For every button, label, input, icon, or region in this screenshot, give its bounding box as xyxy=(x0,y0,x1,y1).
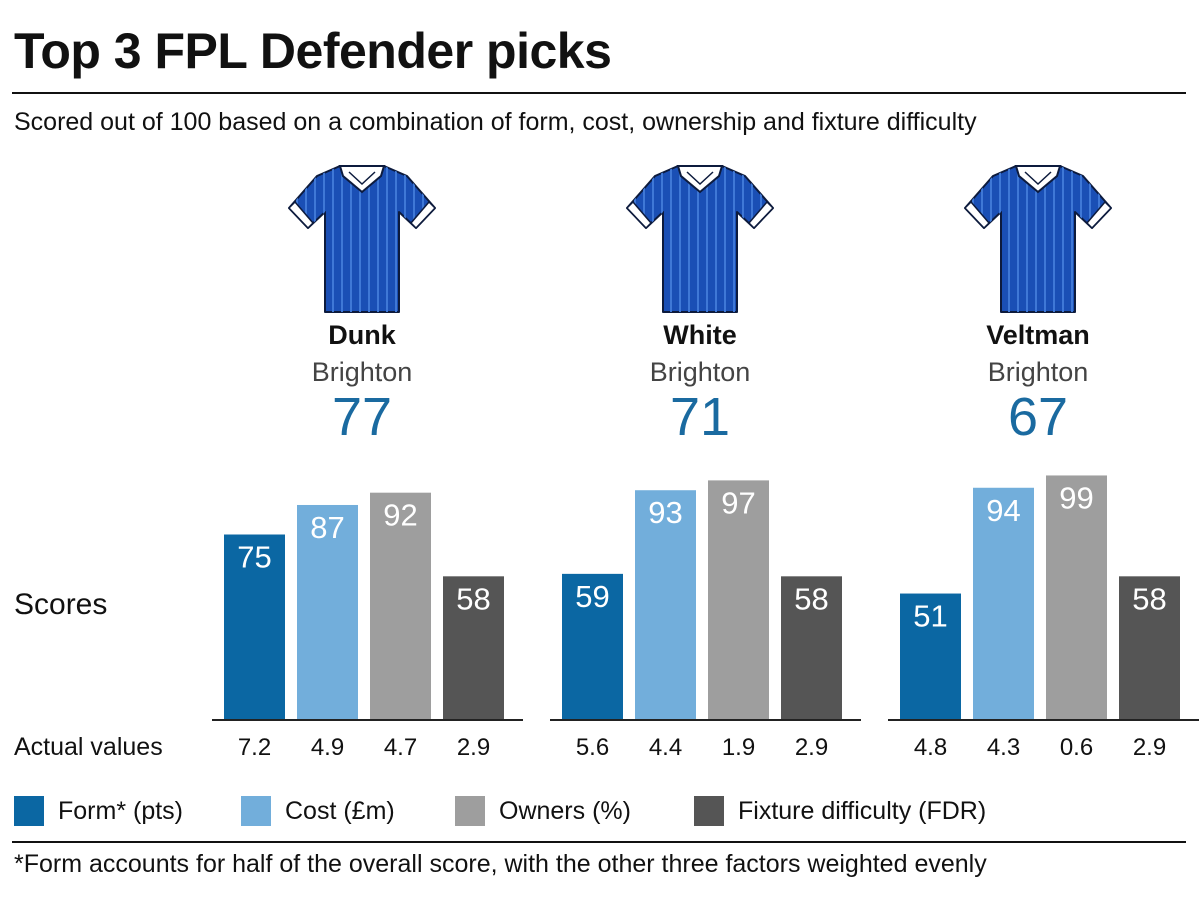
bar-label-white-form: 59 xyxy=(575,579,609,614)
page-title: Top 3 FPL Defender picks xyxy=(14,23,612,79)
legend-swatch-owners xyxy=(455,796,485,826)
shirt-icon-dunk xyxy=(287,165,437,313)
bar-veltman-owners xyxy=(1046,475,1107,719)
actual-value-veltman-owners: 0.6 xyxy=(1060,734,1093,761)
bar-label-veltman-owners: 99 xyxy=(1059,480,1093,515)
legend-item-form: Form* (pts) xyxy=(14,796,183,826)
bar-label-dunk-owners: 92 xyxy=(383,498,417,533)
overall-score-white: 71 xyxy=(670,387,730,447)
actual-value-dunk-cost: 4.9 xyxy=(311,734,344,761)
bar-veltman-fdr xyxy=(1119,576,1180,719)
player-team-veltman: Brighton xyxy=(988,357,1089,387)
bar-label-veltman-form: 51 xyxy=(913,599,947,634)
player-team-dunk: Brighton xyxy=(312,357,413,387)
overall-score-dunk: 77 xyxy=(332,387,392,447)
actual-value-white-form: 5.6 xyxy=(576,734,609,761)
legend-label-cost: Cost (£m) xyxy=(285,796,395,825)
player-team-white: Brighton xyxy=(650,357,751,387)
shirt-icon-veltman xyxy=(963,165,1113,313)
bar-label-white-fdr: 58 xyxy=(794,581,828,616)
actual-value-veltman-cost: 4.3 xyxy=(987,734,1020,761)
bar-label-white-cost: 93 xyxy=(648,495,682,530)
bar-label-veltman-cost: 94 xyxy=(986,493,1020,528)
bar-label-dunk-fdr: 58 xyxy=(456,581,490,616)
legend-item-owners: Owners (%) xyxy=(455,796,631,826)
actual-value-dunk-owners: 4.7 xyxy=(384,734,417,761)
chart-subtitle: Scored out of 100 based on a combination… xyxy=(14,108,977,136)
bar-veltman-form xyxy=(900,593,961,719)
actual-values-row-label: Actual values xyxy=(14,733,163,761)
actual-value-dunk-form: 7.2 xyxy=(238,734,271,761)
chart-legend: Form* (pts) Cost (£m) Owners (%) Fixture… xyxy=(14,796,1194,828)
shirt-icon-white xyxy=(625,165,775,313)
bar-label-white-owners: 97 xyxy=(721,485,755,520)
legend-swatch-fdr xyxy=(694,796,724,826)
actual-value-veltman-form: 4.8 xyxy=(914,734,947,761)
scores-row-label: Scores xyxy=(14,588,107,621)
bar-label-dunk-cost: 87 xyxy=(310,510,344,545)
legend-swatch-cost xyxy=(241,796,271,826)
bar-white-cost xyxy=(635,490,696,719)
bar-dunk-form xyxy=(224,534,285,719)
bar-white-fdr xyxy=(781,576,842,719)
player-name-veltman: Veltman xyxy=(986,320,1090,350)
actual-value-dunk-fdr: 2.9 xyxy=(457,734,490,761)
legend-swatch-form xyxy=(14,796,44,826)
bar-white-form xyxy=(562,573,623,719)
bar-label-veltman-fdr: 58 xyxy=(1132,581,1166,616)
footnote: *Form accounts for half of the overall s… xyxy=(14,850,987,878)
bar-dunk-fdr xyxy=(443,576,504,719)
actual-value-white-cost: 4.4 xyxy=(649,734,682,761)
player-name-dunk: Dunk xyxy=(328,320,396,350)
title-divider xyxy=(12,92,1186,94)
actual-value-veltman-fdr: 2.9 xyxy=(1133,734,1166,761)
bar-dunk-cost xyxy=(297,504,358,719)
bar-white-owners xyxy=(708,480,769,719)
footnote-divider xyxy=(12,841,1186,843)
bar-label-dunk-form: 75 xyxy=(237,540,271,575)
legend-item-fdr: Fixture difficulty (FDR) xyxy=(694,796,986,826)
actual-value-white-owners: 1.9 xyxy=(722,734,755,761)
legend-label-owners: Owners (%) xyxy=(499,796,631,825)
bar-veltman-cost xyxy=(973,487,1034,719)
legend-label-fdr: Fixture difficulty (FDR) xyxy=(738,796,987,825)
legend-item-cost: Cost (£m) xyxy=(241,796,395,826)
actual-value-white-fdr: 2.9 xyxy=(795,734,828,761)
overall-score-veltman: 67 xyxy=(1008,387,1068,447)
legend-label-form: Form* (pts) xyxy=(58,796,183,825)
bar-dunk-owners xyxy=(370,492,431,719)
player-name-white: White xyxy=(663,320,737,350)
